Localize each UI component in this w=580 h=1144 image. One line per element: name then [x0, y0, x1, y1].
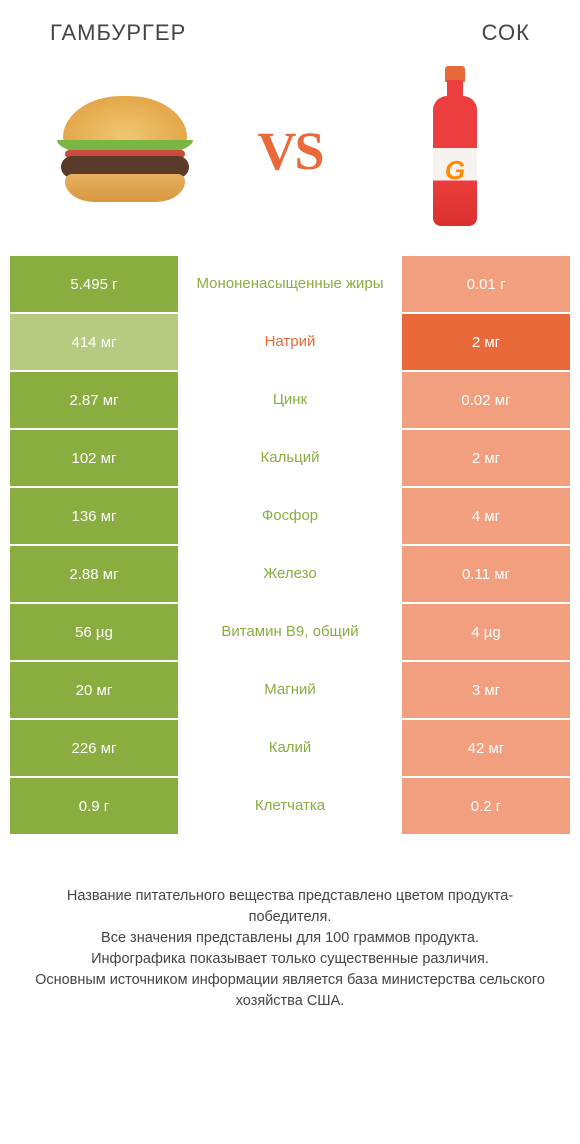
header: ГАМБУРГЕР СОК	[0, 0, 580, 56]
footer-line: Все значения представлены для 100 граммо…	[30, 928, 550, 949]
table-row: 2.87 мгЦинк0.02 мг	[10, 372, 570, 428]
nutrient-label: Железо	[178, 546, 402, 602]
value-right: 4 µg	[402, 604, 570, 660]
value-left: 2.88 мг	[10, 546, 178, 602]
footer-line: Основным источником информации является …	[30, 970, 550, 1012]
nutrient-label: Фосфор	[178, 488, 402, 544]
nutrient-label: Натрий	[178, 314, 402, 370]
footer-notes: Название питательного вещества представл…	[0, 836, 580, 1012]
title-left: ГАМБУРГЕР	[50, 20, 186, 46]
value-left: 2.87 мг	[10, 372, 178, 428]
table-row: 20 мгМагний3 мг	[10, 662, 570, 718]
value-left: 5.495 г	[10, 256, 178, 312]
value-right: 2 мг	[402, 430, 570, 486]
table-row: 226 мгКалий42 мг	[10, 720, 570, 776]
value-right: 42 мг	[402, 720, 570, 776]
value-right: 3 мг	[402, 662, 570, 718]
hamburger-image	[50, 81, 200, 221]
table-row: 5.495 гМононенасыщенные жиры0.01 г	[10, 256, 570, 312]
value-left: 0.9 г	[10, 778, 178, 834]
value-left: 226 мг	[10, 720, 178, 776]
value-right: 0.11 мг	[402, 546, 570, 602]
table-row: 56 µgВитамин B9, общий4 µg	[10, 604, 570, 660]
nutrient-label: Магний	[178, 662, 402, 718]
bottle-logo: G	[439, 154, 471, 186]
value-right: 0.02 мг	[402, 372, 570, 428]
nutrient-label: Витамин B9, общий	[178, 604, 402, 660]
value-right: 0.01 г	[402, 256, 570, 312]
title-right: СОК	[482, 20, 530, 46]
value-left: 414 мг	[10, 314, 178, 370]
value-right: 0.2 г	[402, 778, 570, 834]
value-left: 56 µg	[10, 604, 178, 660]
nutrient-label: Цинк	[178, 372, 402, 428]
table-row: 102 мгКальций2 мг	[10, 430, 570, 486]
nutrient-label: Калий	[178, 720, 402, 776]
value-left: 20 мг	[10, 662, 178, 718]
table-row: 0.9 гКлетчатка0.2 г	[10, 778, 570, 834]
table-row: 2.88 мгЖелезо0.11 мг	[10, 546, 570, 602]
nutrient-label: Кальций	[178, 430, 402, 486]
value-left: 102 мг	[10, 430, 178, 486]
table-row: 136 мгФосфор4 мг	[10, 488, 570, 544]
vs-label: VS	[257, 120, 322, 182]
value-right: 4 мг	[402, 488, 570, 544]
table-row: 414 мгНатрий2 мг	[10, 314, 570, 370]
comparison-table: 5.495 гМононенасыщенные жиры0.01 г414 мг…	[10, 256, 570, 834]
value-right: 2 мг	[402, 314, 570, 370]
product-images: VS G	[0, 56, 580, 256]
value-left: 136 мг	[10, 488, 178, 544]
nutrient-label: Мононенасыщенные жиры	[178, 256, 402, 312]
footer-line: Название питательного вещества представл…	[30, 886, 550, 928]
nutrient-label: Клетчатка	[178, 778, 402, 834]
juice-image: G	[380, 81, 530, 221]
footer-line: Инфографика показывает только существенн…	[30, 949, 550, 970]
